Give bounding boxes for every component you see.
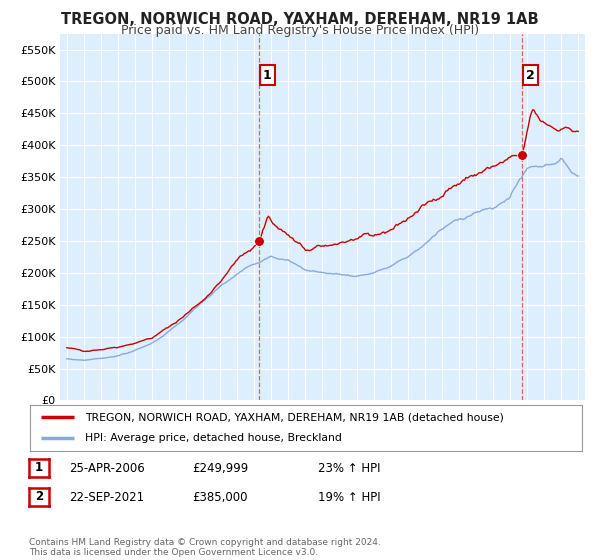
Text: 19% ↑ HPI: 19% ↑ HPI [318, 491, 380, 504]
Text: 1: 1 [35, 461, 43, 474]
Text: Price paid vs. HM Land Registry's House Price Index (HPI): Price paid vs. HM Land Registry's House … [121, 24, 479, 36]
Text: 22-SEP-2021: 22-SEP-2021 [69, 491, 144, 504]
Text: TREGON, NORWICH ROAD, YAXHAM, DEREHAM, NR19 1AB (detached house): TREGON, NORWICH ROAD, YAXHAM, DEREHAM, N… [85, 412, 504, 422]
Text: HPI: Average price, detached house, Breckland: HPI: Average price, detached house, Brec… [85, 433, 342, 444]
Text: 1: 1 [263, 68, 272, 82]
Text: 23% ↑ HPI: 23% ↑ HPI [318, 461, 380, 475]
Text: 2: 2 [35, 491, 43, 503]
Text: Contains HM Land Registry data © Crown copyright and database right 2024.
This d: Contains HM Land Registry data © Crown c… [29, 538, 380, 557]
Text: £249,999: £249,999 [192, 461, 248, 475]
Text: 25-APR-2006: 25-APR-2006 [69, 461, 145, 475]
Text: 2: 2 [526, 68, 535, 82]
Text: TREGON, NORWICH ROAD, YAXHAM, DEREHAM, NR19 1AB: TREGON, NORWICH ROAD, YAXHAM, DEREHAM, N… [61, 12, 539, 27]
Text: £385,000: £385,000 [192, 491, 248, 504]
